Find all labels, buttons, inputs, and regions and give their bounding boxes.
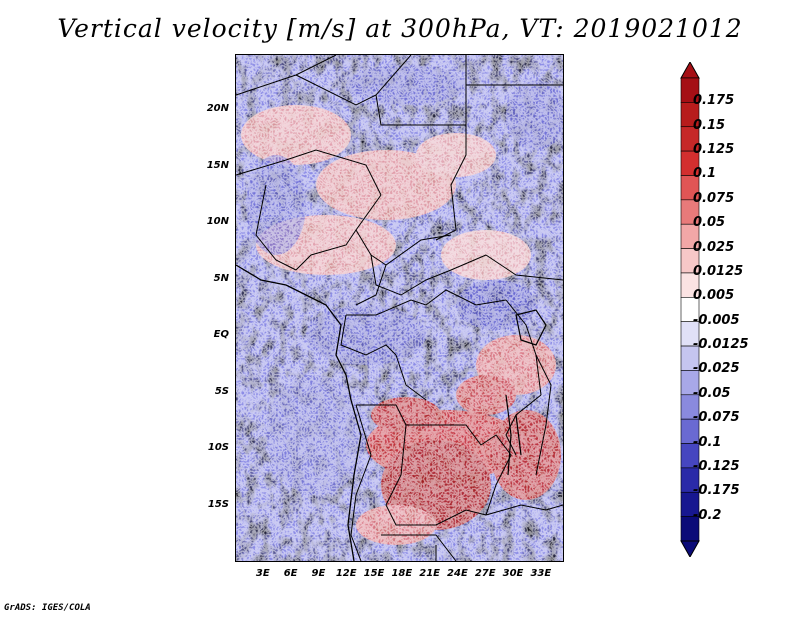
country-borders [236,55,563,561]
colorbar-level-label: -0.175 [693,483,740,499]
lat-tick-label: 15S [207,498,229,510]
lat-tick-label: 5S [214,385,229,397]
colorbar-level-label: -0.1 [693,434,722,450]
lon-tick-label: 15E [363,568,385,579]
colorbar-level-label: -0.05 [693,385,731,401]
grads-credit: GrADS: IGES/COLA [4,603,91,613]
lon-tick-label: 30E [502,568,524,579]
lat-tick-label: 10N [206,216,229,228]
colorbar-level-label: 0.075 [693,190,735,206]
lon-tick-label: 21E [419,568,440,579]
lon-tick-label: 3E [255,568,270,579]
lon-tick-label: 33E [530,568,552,579]
colorbar-level-label: 0.005 [693,288,735,304]
lat-tick-label: EQ [213,329,229,341]
velocity-field-map [236,55,563,561]
colorbar-level-label: -0.025 [693,361,740,377]
colorbar-level-label: -0.0125 [693,337,749,353]
lon-tick-label: 24E [447,568,468,579]
lat-tick-label: 5N [213,272,229,284]
colorbar-level-label: 0.025 [693,239,735,255]
colorbar-level-label: 0.05 [693,215,726,231]
map-panel [235,54,564,562]
colorbar-level-label: 0.175 [693,93,735,109]
coastline [236,264,362,561]
colorbar-level-label: -0.075 [693,410,740,426]
lon-tick-label: 9E [311,568,326,579]
lon-tick-label: 18E [391,568,413,579]
colorbar-bottom-arrow [680,540,700,557]
colorbar-level-label: -0.125 [693,458,740,474]
lat-tick-label: 20N [206,103,229,115]
colorbar [680,62,700,557]
colorbar-level-label: 0.125 [693,142,735,158]
colorbar-level-label: 0.1 [693,166,717,182]
colorbar-level-label: 0.0125 [693,263,744,279]
colorbar-level-label: -0.2 [693,507,722,523]
lakes [505,309,547,476]
lon-tick-label: 12E [335,568,357,579]
field-speckle [236,55,563,561]
lat-tick-label: 15N [206,159,229,171]
colorbar-top-arrow [680,62,700,79]
colorbar-level-label: -0.005 [693,312,740,328]
colorbar-level-label: 0.15 [693,117,726,133]
lon-tick-label: 6E [283,568,298,579]
lat-tick-label: 10S [207,442,229,454]
chart-title: Vertical velocity [m/s] at 300hPa, VT: 2… [57,14,743,43]
lon-tick-label: 27E [474,568,496,579]
